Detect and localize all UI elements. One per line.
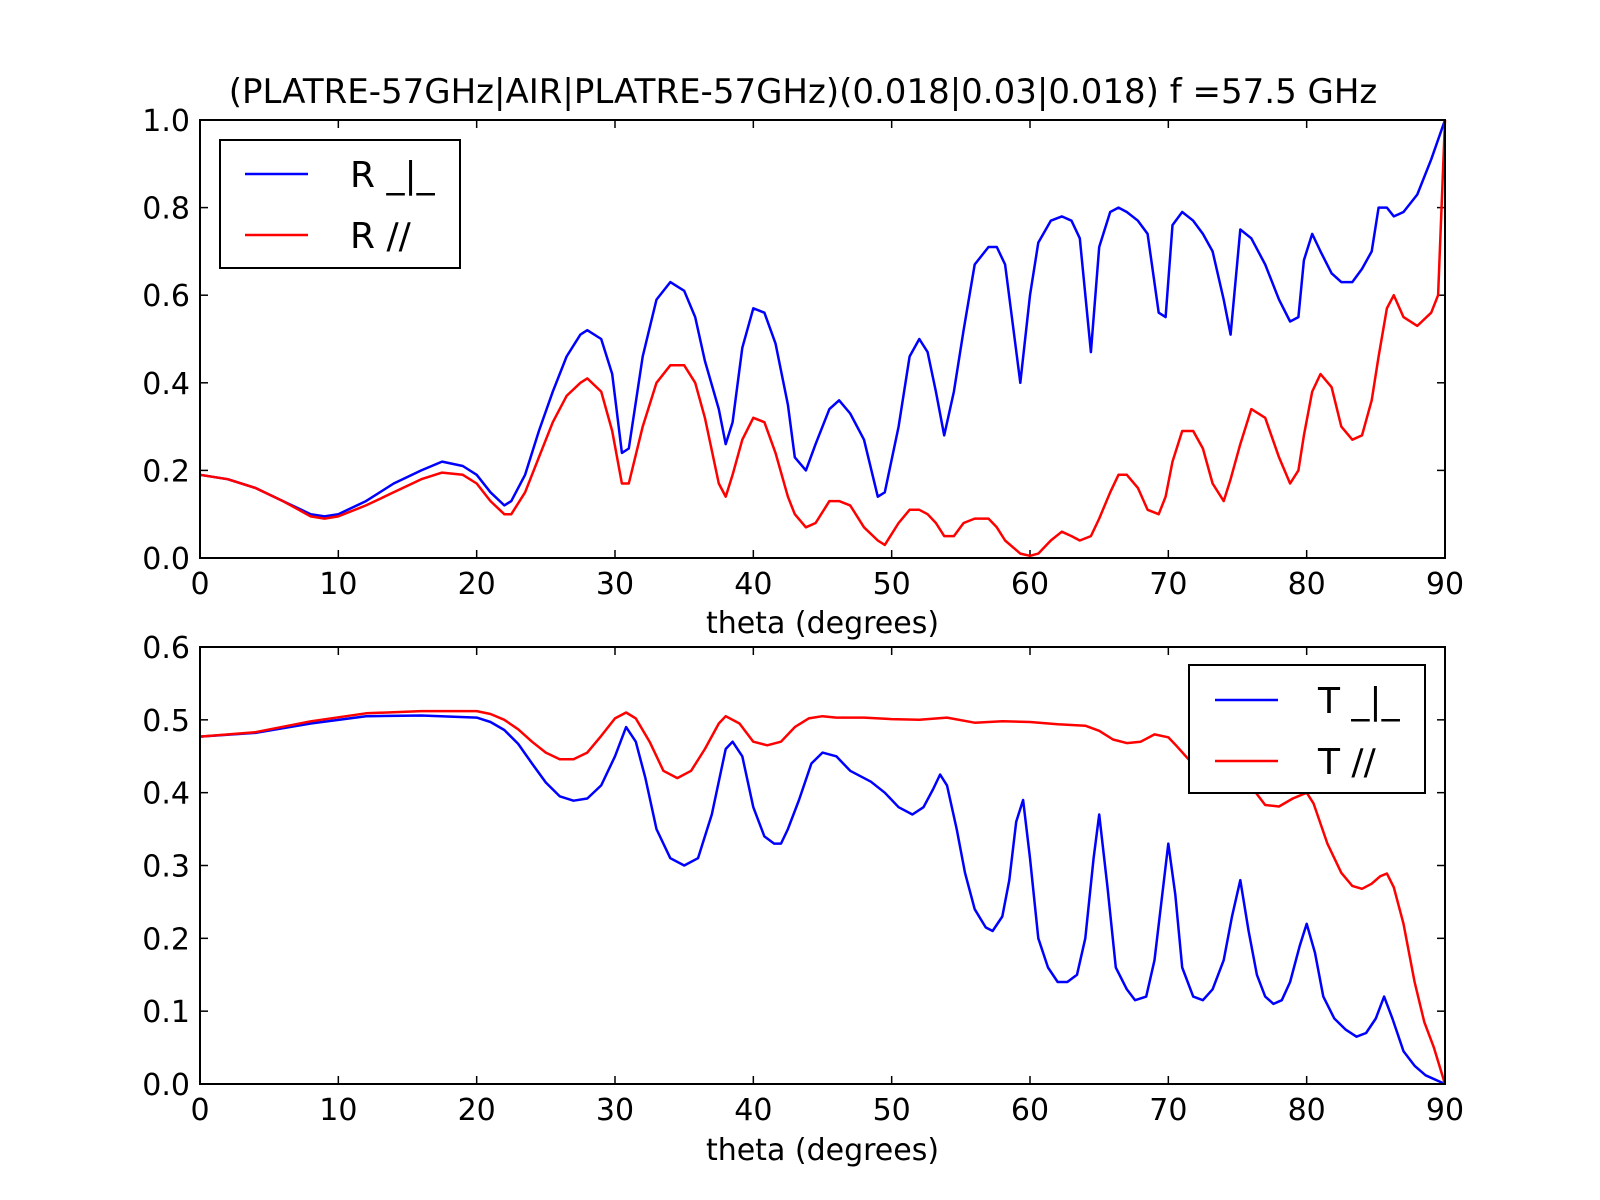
y-tick-label: 0.5 bbox=[142, 704, 190, 739]
x-tick-label: 80 bbox=[1288, 567, 1326, 602]
axis-ticks: 0 10 20 30 40 50 60 70 80 90 0.0 0.1 0.2 0.3 0.4 0.5 0.6 bbox=[142, 631, 1464, 1128]
legend: R _|_ R // bbox=[219, 139, 461, 269]
y-tick-label: 0.2 bbox=[142, 922, 190, 957]
y-tick-label: 0.2 bbox=[142, 454, 190, 489]
x-tick-label: 0 bbox=[190, 567, 209, 602]
x-tick-label: 40 bbox=[734, 567, 772, 602]
reflection-plot: 0 10 20 30 40 50 60 70 80 90 0.0 0.2 0.4 0.6 0.8 1.0 th… bbox=[142, 104, 1464, 641]
legend-label-t-perpendicular: T _|_ bbox=[1317, 681, 1401, 722]
plot-series bbox=[199, 119, 1447, 558]
y-tick-label: 1.0 bbox=[142, 104, 190, 139]
transmission-plot: 0 10 20 30 40 50 60 70 80 90 0.0 0.1 0.2 0.3 0.4 0.5 0.6… bbox=[142, 631, 1464, 1168]
x-tick-label: 60 bbox=[1011, 567, 1049, 602]
x-tick-label: 30 bbox=[596, 567, 634, 602]
x-tick-label: 50 bbox=[873, 567, 911, 602]
axis-ticks: 0 10 20 30 40 50 60 70 80 90 0.0 0.2 0.4 0.6 0.8 1.0 bbox=[142, 104, 1464, 602]
x-tick-label: 40 bbox=[734, 1093, 772, 1128]
series-line-r-perpendicular bbox=[199, 119, 1447, 518]
y-tick-label: 0.4 bbox=[142, 777, 190, 812]
y-tick-label: 0.0 bbox=[142, 542, 190, 577]
legend: T _|_ T // bbox=[1188, 664, 1426, 794]
legend-box bbox=[219, 139, 461, 269]
plot-series bbox=[199, 709, 1447, 1086]
x-tick-label: 10 bbox=[319, 567, 357, 602]
x-tick-label: 90 bbox=[1426, 567, 1464, 602]
x-tick-label: 0 bbox=[190, 1093, 209, 1128]
x-tick-label: 70 bbox=[1149, 567, 1187, 602]
x-tick-label: 20 bbox=[458, 567, 496, 602]
x-tick-label: 50 bbox=[873, 1093, 911, 1128]
legend-box bbox=[1188, 664, 1426, 794]
y-tick-label: 0.6 bbox=[142, 279, 190, 314]
y-tick-label: 0.0 bbox=[142, 1068, 190, 1103]
x-tick-label: 70 bbox=[1149, 1093, 1187, 1128]
axes-frame bbox=[199, 119, 1446, 559]
chart-title: (PLATRE-57GHz|AIR|PLATRE-57GHz)(0.018|0.… bbox=[229, 72, 1378, 112]
x-tick-label: 20 bbox=[458, 1093, 496, 1128]
legend-label-r-parallel: R // bbox=[350, 216, 412, 257]
legend-label-t-parallel: T // bbox=[1317, 742, 1377, 783]
x-tick-label: 60 bbox=[1011, 1093, 1049, 1128]
y-tick-label: 0.1 bbox=[142, 995, 190, 1030]
x-axis-label: theta (degrees) bbox=[706, 606, 939, 641]
series-line-t-parallel bbox=[199, 709, 1447, 1085]
y-tick-label: 0.3 bbox=[142, 850, 190, 885]
axes-frame bbox=[199, 646, 1446, 1085]
x-tick-label: 30 bbox=[596, 1093, 634, 1128]
y-tick-label: 0.4 bbox=[142, 367, 190, 402]
x-tick-label: 10 bbox=[319, 1093, 357, 1128]
x-axis-label: theta (degrees) bbox=[706, 1133, 939, 1168]
x-tick-label: 80 bbox=[1288, 1093, 1326, 1128]
x-tick-label: 90 bbox=[1426, 1093, 1464, 1128]
y-tick-label: 0.8 bbox=[142, 192, 190, 227]
y-tick-label: 0.6 bbox=[142, 631, 190, 666]
series-line-r-parallel bbox=[199, 119, 1447, 558]
legend-label-r-perpendicular: R _|_ bbox=[350, 155, 436, 196]
series-line-t-perpendicular bbox=[199, 714, 1446, 1086]
